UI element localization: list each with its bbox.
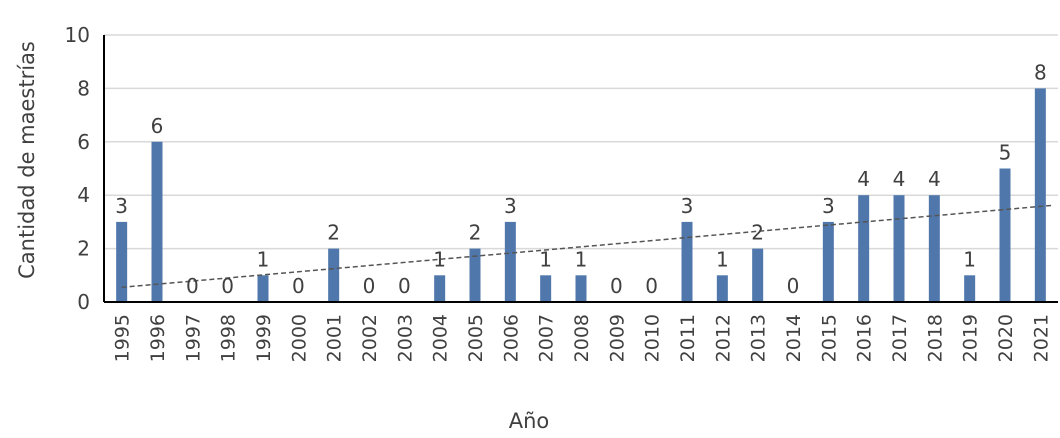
y-tick-label: 2 — [77, 237, 90, 261]
x-tick-label: 2011 — [677, 314, 699, 362]
bar — [716, 275, 728, 302]
y-tick-label: 0 — [77, 290, 90, 314]
x-tick-labels: 1995 1996 1997 1998 1999 2000 2001 2002 2003 2004… — [112, 314, 1053, 362]
gridlines — [104, 34, 1058, 250]
x-tick-label: 2002 — [359, 314, 381, 362]
x-tick-label: 2021 — [1030, 314, 1052, 362]
x-tick-label: 1998 — [218, 314, 240, 362]
x-tick-label: 2019 — [960, 314, 982, 362]
x-tick-label: 2006 — [500, 314, 522, 362]
data-label: 1 — [575, 247, 588, 271]
data-label: 3 — [681, 194, 694, 218]
bar — [822, 221, 834, 302]
data-label: 2 — [751, 221, 764, 245]
x-tick-label: 2013 — [748, 314, 770, 362]
data-label: 1 — [433, 247, 446, 271]
bar — [469, 248, 481, 302]
bar — [893, 195, 905, 302]
data-label: 3 — [822, 194, 835, 218]
x-tick-label: 1997 — [182, 314, 204, 362]
x-tick-label: 2020 — [995, 314, 1017, 362]
x-axis-label: Año — [509, 409, 550, 433]
x-tick-label: 1999 — [253, 314, 275, 362]
trend-line — [121, 204, 1053, 289]
x-tick-label: 2012 — [712, 314, 734, 362]
y-tick-label: 10 — [65, 23, 90, 47]
x-tick-label: 2017 — [889, 314, 911, 362]
bars — [116, 88, 1046, 303]
data-label: 0 — [186, 274, 199, 298]
y-tick-labels: 0 2 4 6 8 10 — [65, 23, 90, 314]
data-label: 6 — [151, 114, 164, 138]
trendline — [121, 204, 1053, 289]
bar — [752, 248, 764, 302]
data-label: 0 — [363, 274, 376, 298]
bar — [928, 195, 940, 302]
x-tick-label: 2010 — [642, 314, 664, 362]
data-label: 4 — [857, 167, 870, 191]
x-tick-label: 2018 — [924, 314, 946, 362]
x-tick-label: 1996 — [147, 314, 169, 362]
y-axis-label: Cantidad de maestrías — [15, 41, 39, 279]
x-tick-label: 2016 — [854, 314, 876, 362]
data-label: 2 — [327, 221, 340, 245]
bar — [151, 141, 163, 302]
data-label: 5 — [999, 141, 1012, 165]
bar — [575, 275, 587, 302]
y-tick-label: 4 — [77, 183, 90, 207]
axes — [103, 35, 1058, 303]
x-tick-label: 2005 — [465, 314, 487, 362]
bar — [858, 195, 870, 302]
x-tick-label: 2007 — [536, 314, 558, 362]
data-label: 3 — [504, 194, 517, 218]
bar — [999, 168, 1011, 302]
y-tick-label: 6 — [77, 130, 90, 154]
data-label: 1 — [716, 247, 729, 271]
bar — [1034, 88, 1046, 303]
x-tick-label: 2008 — [571, 314, 593, 362]
bar — [504, 221, 516, 302]
data-label: 8 — [1034, 60, 1047, 84]
data-label: 0 — [221, 274, 234, 298]
bar — [964, 275, 976, 302]
data-label: 0 — [645, 274, 658, 298]
x-tick-label: 2009 — [606, 314, 628, 362]
data-label: 1 — [963, 247, 976, 271]
data-label: 0 — [398, 274, 411, 298]
data-label: 3 — [115, 194, 128, 218]
x-tick-label: 2014 — [783, 314, 805, 362]
data-label: 0 — [610, 274, 623, 298]
data-label: 2 — [469, 221, 482, 245]
bar — [540, 275, 552, 302]
bar — [116, 221, 128, 302]
data-label: 4 — [928, 167, 941, 191]
x-tick-label: 2003 — [394, 314, 416, 362]
x-tick-label: 2004 — [430, 314, 452, 362]
data-label: 4 — [893, 167, 906, 191]
data-label: 0 — [787, 274, 800, 298]
bar — [328, 248, 340, 302]
x-tick-label: 2000 — [288, 314, 310, 362]
bar — [257, 275, 269, 302]
data-label: 0 — [292, 274, 305, 298]
x-tick-label: 2001 — [324, 314, 346, 362]
x-tick-label: 1995 — [112, 314, 134, 362]
bar — [681, 221, 693, 302]
bar — [434, 275, 446, 302]
x-tick-label: 2015 — [818, 314, 840, 362]
y-tick-label: 8 — [77, 76, 90, 100]
data-label: 1 — [257, 247, 270, 271]
data-label: 1 — [539, 247, 552, 271]
